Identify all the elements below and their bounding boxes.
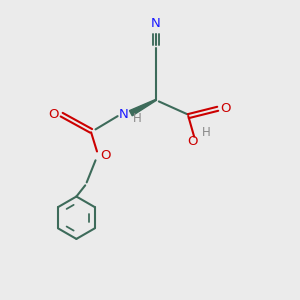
Text: N: N bbox=[151, 17, 161, 30]
Text: O: O bbox=[100, 149, 110, 162]
Text: H: H bbox=[132, 112, 141, 125]
Text: O: O bbox=[188, 135, 198, 148]
Text: O: O bbox=[48, 108, 59, 121]
Text: H: H bbox=[202, 126, 211, 139]
Polygon shape bbox=[130, 99, 156, 116]
Text: N: N bbox=[118, 108, 128, 121]
Text: O: O bbox=[220, 102, 230, 115]
